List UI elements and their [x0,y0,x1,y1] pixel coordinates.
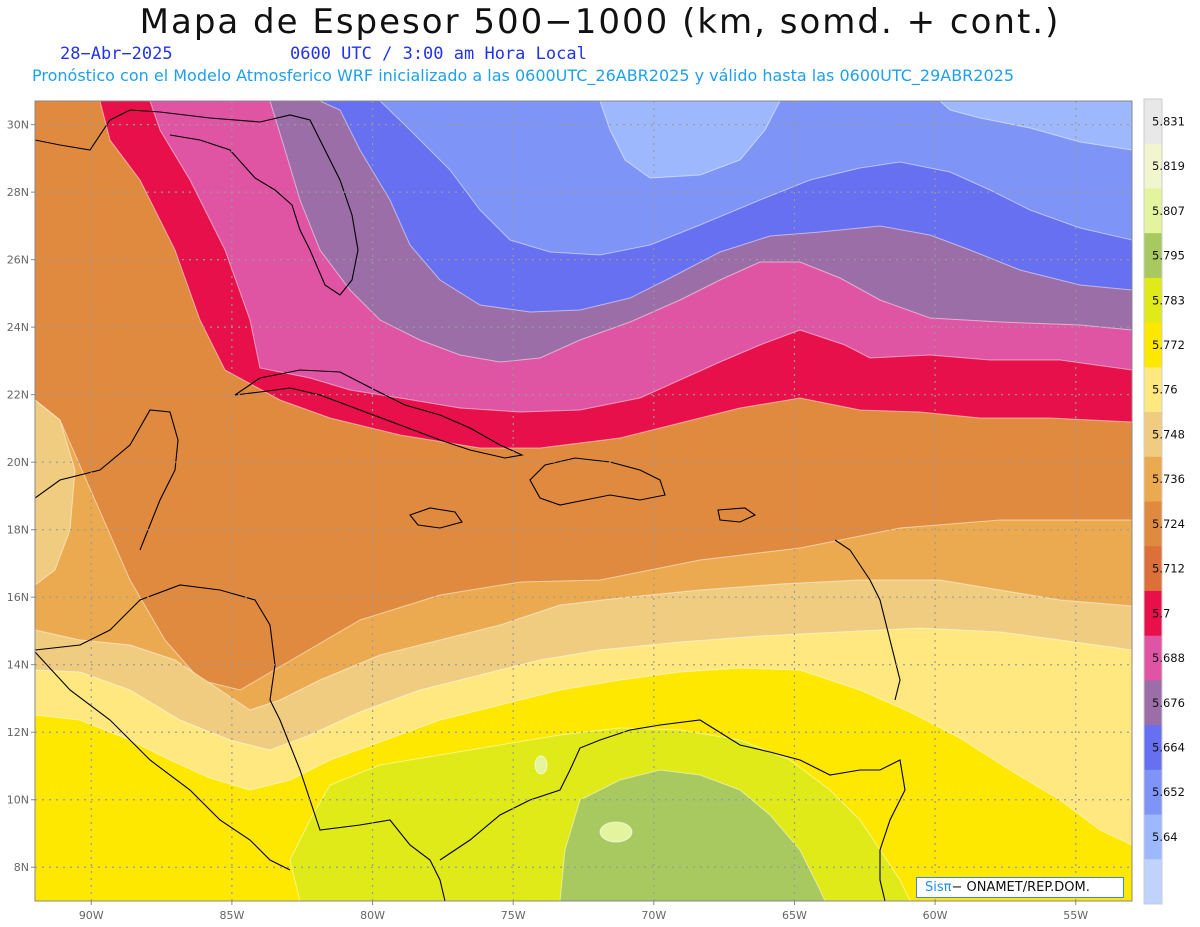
colorbar-swatch [1144,725,1162,771]
colorbar-label: 5.807 [1152,204,1185,218]
colorbar-swatch [1144,143,1162,189]
colorbar-swatch [1144,635,1162,681]
lat-label: 28N [7,186,29,199]
colorbar-label: 5.76 [1152,383,1178,397]
lat-label: 10N [7,794,29,807]
colorbar-swatch [1144,859,1162,905]
coast-pacific-side [35,651,291,871]
date-label: 28−Abr−2025 [60,44,173,64]
colorbar-label: 5.712 [1152,562,1185,576]
colorbar-label: 5.736 [1152,472,1185,486]
colorbar-swatch [1144,590,1162,637]
lat-label: 16N [7,591,29,604]
colorbar-swatch [1144,367,1162,413]
coast-south-america [439,719,906,901]
credit-org: − ONAMET/REP.DOM. [951,880,1090,895]
longitude-labels: 90W 85W 80W 75W 70W 65W 60W 55W [79,901,1088,922]
colorbar-label: 5.64 [1152,830,1178,844]
coast-lesser-antilles [834,539,901,701]
band-light-green-spot-small [534,755,548,775]
lon-label: 70W [641,909,666,922]
band-green [559,769,826,901]
thickness-bands [35,101,1132,901]
coast-us-gulf [35,109,161,151]
colorbar-swatch [1144,277,1162,324]
credit-box: Sisπ− ONAMET/REP.DOM. [916,877,1124,898]
map-title: Mapa de Espesor 500−1000 (km, somd. + co… [139,2,1061,42]
coast-puerto-rico [717,507,757,523]
lon-label: 60W [923,909,948,922]
colorbar-swatch [1144,814,1162,860]
lon-label: 90W [79,909,104,922]
map-frame [34,100,1133,902]
lon-label: 65W [782,909,807,922]
colorbar-label: 5.664 [1152,740,1185,754]
band-light-green-spot [599,821,633,843]
colorbar-swatch [1144,322,1162,368]
colorbar-label: 5.652 [1152,785,1185,799]
lon-label: 80W [360,909,385,922]
colorbar-swatch [1144,680,1162,726]
latitude-labels: 30N 28N 26N 24N 22N 20N 18N 16N 14N 12N 10N 8N [7,119,35,874]
lon-label: 55W [1063,909,1088,922]
colorbar-label: 5.724 [1152,517,1185,531]
lat-label: 12N [7,726,29,739]
coast-cuba [234,369,524,459]
colorbar-swatch [1144,501,1162,547]
credit-sis: Sisπ [925,880,952,895]
coast-jamaica [409,507,463,529]
lat-label: 24N [7,321,29,334]
lon-label: 75W [501,909,526,922]
lat-lon-grid [35,101,1132,901]
lat-label: 14N [7,659,29,672]
lat-label: 26N [7,254,29,267]
coast-yucatan [35,409,179,551]
band-light-blue [340,101,1132,256]
colorbar-swatch [1144,456,1162,502]
colorbar-swatch [1144,188,1162,234]
colorbar-swatch [1144,99,1162,145]
lat-label: 20N [7,456,29,469]
colorbar-label: 5.819 [1152,159,1185,173]
colorbar-label: 5.748 [1152,427,1185,441]
coastlines [35,109,906,901]
lat-label: 8N [14,861,29,874]
colorbar-swatch [1144,546,1162,592]
colorbar: 5.831 5.819 5.807 5.795 5.783 5.772 5.76 5.748 5… [1143,98,1185,905]
coast-central-america [35,584,446,901]
colorbar-label: 5.783 [1152,293,1185,307]
colorbar-label: 5.795 [1152,249,1185,263]
model-info-label: Pronóstico con el Modelo Atmosferico WRF… [32,66,1015,85]
colorbar-label: 5.772 [1152,338,1185,352]
colorbar-frame [1143,98,1163,905]
lon-label: 85W [219,909,244,922]
colorbar-label: 5.676 [1152,696,1185,710]
colorbar-label: 5.688 [1152,651,1185,665]
colorbar-label: 5.831 [1152,114,1185,128]
coast-florida [159,111,359,296]
lat-label: 30N [7,119,29,132]
colorbar-swatch [1144,233,1162,279]
colorbar-swatch [1144,412,1162,458]
band-pale-blue [599,101,781,179]
lat-label: 22N [7,389,29,402]
band-pale-blue-east [939,101,1132,151]
colorbar-swatch [1144,769,1162,816]
lat-label: 18N [7,524,29,537]
colorbar-label: 5.7 [1152,606,1170,620]
time-label: 0600 UTC / 3:00 am Hora Local [290,44,587,64]
